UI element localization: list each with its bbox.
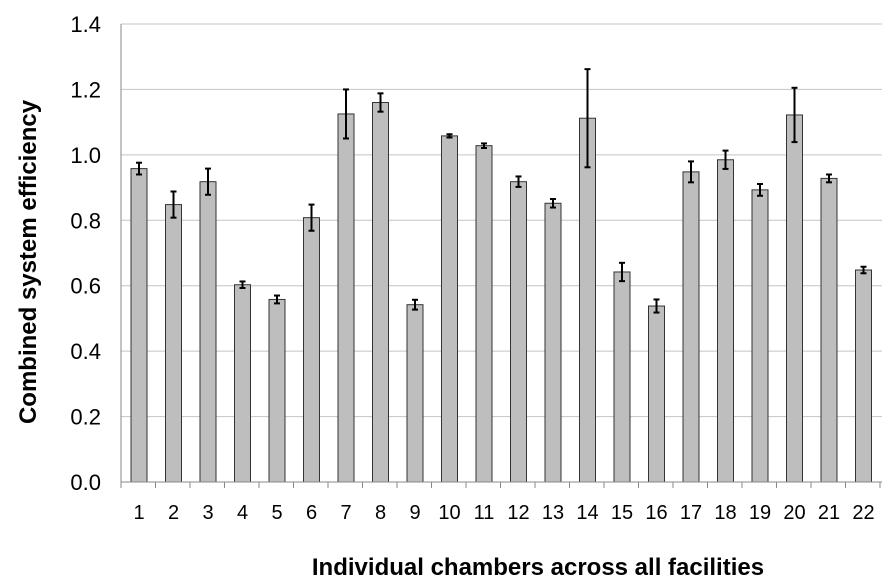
x-axis-label: Individual chambers across all facilitie… [312,554,764,581]
error-bar [343,88,349,140]
x-tick-label: 13 [542,502,564,524]
error-bar [688,160,694,184]
error-bar [791,86,798,144]
bar [234,284,251,483]
error-bar [239,280,246,290]
bar [441,135,458,483]
bar [303,217,320,483]
x-tick-label: 6 [306,502,317,524]
error-bar [412,298,418,311]
x-tick-label: 10 [438,502,460,524]
error-bar [515,175,522,188]
error-bar [550,198,556,209]
error-bar [481,142,487,149]
error-bar [274,294,280,305]
x-tick-label: 18 [714,502,736,524]
error-bar [619,261,625,283]
y-tick-label: 0.4 [70,339,101,364]
error-bar [653,298,660,314]
error-bar [308,203,315,232]
error-bar [826,173,832,184]
x-tick-label: 17 [680,502,702,524]
bar [820,177,838,483]
x-tick-label: 21 [818,502,840,524]
y-tick-label: 0.6 [70,274,101,299]
bar [475,145,493,483]
bar [510,181,527,483]
bar [648,305,665,483]
x-tick-label: 5 [271,502,282,524]
y-tick-label: 0.0 [70,470,101,495]
error-bar [377,92,384,113]
bar [717,159,734,483]
error-bar [584,68,591,169]
x-tick-label: 20 [783,502,805,524]
bar [406,304,424,483]
error-bar [860,265,867,275]
x-tick-labels: 1 2 3 4 5 6 7 8 9 10 11 12 13 14 15 16 17 18 19 20 21 22 [133,502,874,524]
bar [855,269,872,483]
x-tick-label: 22 [852,502,874,524]
x-tick-label: 12 [507,502,529,524]
error-bar [757,182,763,197]
error-bar [170,190,177,219]
bar [544,202,562,483]
y-tick-label: 1.4 [70,12,101,37]
error-bar [136,161,142,176]
x-tick-label: 19 [749,502,771,524]
bar [268,298,286,483]
x-tick-label: 4 [237,502,248,524]
bar [682,171,700,483]
x-tick-label: 9 [409,502,420,524]
y-tick-label: 1.0 [70,143,101,168]
x-tick-label: 16 [645,502,667,524]
bar [613,271,631,483]
axes [120,24,882,488]
error-bars [136,68,867,314]
x-tick-label: 2 [168,502,179,524]
y-axis-label: Combined system efficiency [15,99,42,424]
x-tick-label: 11 [474,502,495,524]
bar [372,102,389,483]
bar [579,117,596,483]
bar [786,114,803,483]
bar [337,113,355,483]
y-tick-label: 0.8 [70,208,101,233]
x-tick-label: 8 [375,502,386,524]
x-tick-label: 15 [611,502,633,524]
bar [199,181,217,483]
x-tick-label: 1 [133,502,144,524]
x-tick-label: 14 [576,502,598,524]
error-bar [205,167,211,196]
bar [130,168,148,483]
y-tick-label: 1.2 [70,77,101,102]
y-tick-labels: 0.0 0.2 0.4 0.6 0.8 1.0 1.2 1.4 [70,12,101,495]
x-tick-label: 7 [340,502,351,524]
bar [165,204,182,483]
bars [130,102,872,483]
x-tick-label: 3 [202,502,213,524]
error-bar [446,133,453,139]
error-bar [722,149,729,170]
y-tick-label: 0.2 [70,405,101,430]
bar [751,189,769,483]
